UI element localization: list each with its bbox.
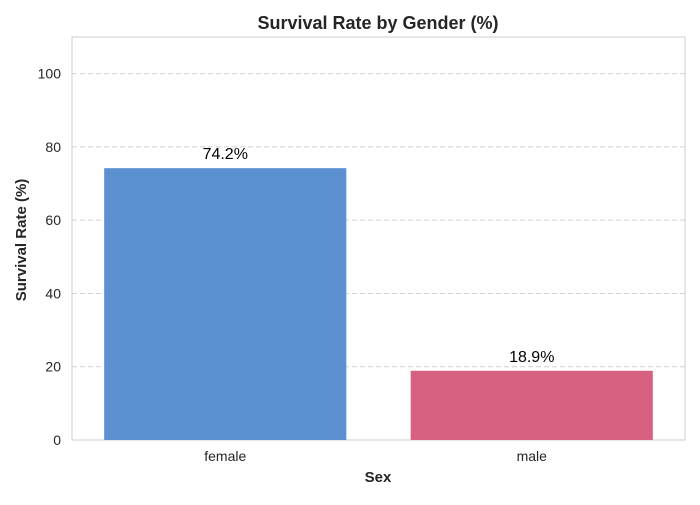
data-label-female: 74.2%: [203, 146, 248, 163]
y-tick-label: 60: [45, 212, 61, 228]
chart-title: Survival Rate by Gender (%): [257, 13, 498, 33]
y-axis-ticks: 0 20 40 60 80 100: [38, 66, 62, 448]
y-tick-label: 20: [45, 359, 61, 375]
grid-lines: [72, 73, 685, 368]
data-label-male: 18.9%: [509, 349, 554, 366]
data-labels: 74.2% 18.9%: [203, 146, 555, 366]
bars: [104, 168, 653, 440]
y-tick-label: 100: [38, 66, 62, 82]
bar-male: [410, 370, 653, 440]
x-tick-label-male: male: [517, 448, 548, 464]
y-tick-label: 0: [53, 432, 61, 448]
plot-area: [71, 36, 686, 441]
bar-female: [104, 168, 347, 440]
x-axis-ticks: female male: [204, 448, 547, 464]
y-axis-label: Survival Rate (%): [13, 179, 30, 302]
y-tick-label: 80: [45, 139, 61, 155]
x-axis-label: Sex: [365, 469, 392, 486]
x-tick-label-female: female: [204, 448, 246, 464]
y-tick-label: 40: [45, 285, 61, 301]
